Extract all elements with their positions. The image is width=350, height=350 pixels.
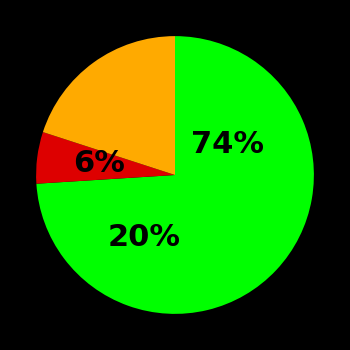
Text: 20%: 20% bbox=[108, 223, 181, 252]
Text: 6%: 6% bbox=[73, 149, 125, 178]
Wedge shape bbox=[36, 36, 314, 314]
Text: 74%: 74% bbox=[191, 130, 264, 159]
Wedge shape bbox=[36, 132, 175, 184]
Wedge shape bbox=[43, 36, 175, 175]
